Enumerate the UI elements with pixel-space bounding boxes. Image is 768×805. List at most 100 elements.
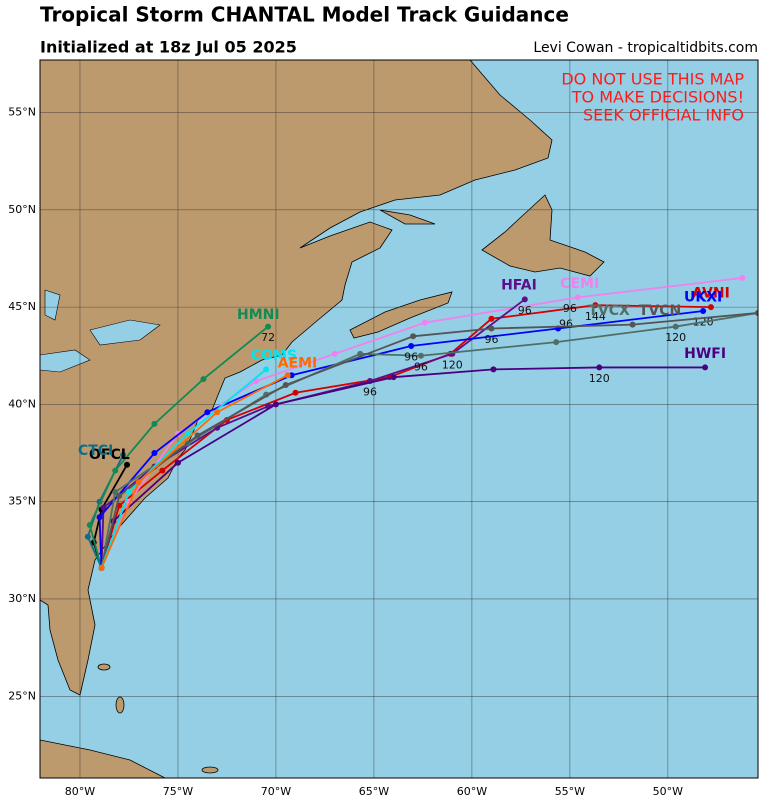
model-label: HMNI xyxy=(237,307,280,323)
track-point xyxy=(100,504,107,511)
track-point xyxy=(120,451,127,458)
lon-tick-label: 60°W xyxy=(457,785,487,798)
track-point xyxy=(408,343,415,350)
forecast-hour: 96 xyxy=(563,302,577,315)
track-point xyxy=(98,564,105,571)
lon-tick-label: 75°W xyxy=(163,785,193,798)
lon-tick-label: 65°W xyxy=(359,785,389,798)
forecast-hour: 96 xyxy=(484,333,498,346)
lat-tick-label: 35°N xyxy=(8,495,36,508)
map-frame xyxy=(39,59,759,779)
track-point xyxy=(596,364,603,371)
track-point xyxy=(135,479,142,486)
subtitle: Initialized at 18z Jul 05 2025 xyxy=(40,38,297,57)
track-point xyxy=(410,333,417,340)
credit: Levi Cowan - tropicaltidbits.com xyxy=(533,40,758,56)
model-label: COMS xyxy=(251,348,297,364)
track-line xyxy=(100,368,267,569)
track-line xyxy=(100,298,526,568)
track-point xyxy=(629,321,636,328)
track-point xyxy=(490,366,497,373)
title: Tropical Storm CHANTAL Model Track Guida… xyxy=(40,3,569,27)
lat-tick-label: 45°N xyxy=(8,300,36,313)
model-label: CEMI xyxy=(560,276,599,292)
track-line xyxy=(88,325,269,569)
track-point xyxy=(739,274,746,281)
model-label: AEMI xyxy=(278,356,318,372)
track-point xyxy=(292,389,299,396)
track-point xyxy=(86,522,93,529)
track-point xyxy=(700,308,707,315)
lon-tick-label: 55°W xyxy=(555,785,585,798)
track-line xyxy=(100,374,289,569)
track-point xyxy=(112,488,119,495)
track-point xyxy=(96,514,103,521)
model-label: HWFI xyxy=(684,346,726,362)
track-point xyxy=(272,401,279,408)
forecast-hour: 120 xyxy=(442,358,463,371)
lat-tick-label: 30°N xyxy=(8,592,36,605)
forecast-hour: 72 xyxy=(261,331,275,344)
lat-tick-label: 40°N xyxy=(8,397,36,410)
track-point xyxy=(124,461,131,468)
model-label: TVCX xyxy=(588,303,630,319)
track-point xyxy=(284,372,291,379)
track-point xyxy=(200,376,207,383)
track-point xyxy=(204,409,211,416)
lat-tick-label: 25°N xyxy=(8,689,36,702)
model-label: UKXI xyxy=(684,289,722,305)
track-point xyxy=(174,459,181,466)
model-label: AVNI xyxy=(692,285,730,301)
track-point xyxy=(331,350,338,357)
model-label: OFCL xyxy=(89,447,130,463)
forecast-hour: 96 xyxy=(363,386,377,399)
warning-line: SEEK OFFICIAL INFO xyxy=(583,106,744,125)
track-point xyxy=(390,374,397,381)
track-point xyxy=(282,381,289,388)
model-label: HFAI xyxy=(501,278,537,294)
warning-line: DO NOT USE THIS MAP xyxy=(561,70,744,89)
forecast-hour: 96 xyxy=(404,351,418,364)
track-point xyxy=(521,296,528,303)
track-point xyxy=(417,352,424,359)
forecast-hour: 96 xyxy=(559,318,573,331)
track-point xyxy=(707,304,714,311)
track-point xyxy=(488,315,495,322)
track-point xyxy=(84,533,91,540)
model-label: TVCN xyxy=(639,303,681,319)
track-point xyxy=(184,430,191,437)
track-point xyxy=(553,339,560,346)
track-line xyxy=(100,304,711,569)
track-point xyxy=(672,323,679,330)
track-point xyxy=(151,450,158,457)
track-point xyxy=(265,323,272,330)
lat-tick-label: 50°N xyxy=(8,203,36,216)
track-point xyxy=(574,294,581,301)
track-line xyxy=(100,277,743,569)
lon-tick-label: 80°W xyxy=(65,785,95,798)
track-point xyxy=(112,467,119,474)
forecast-hour: 96 xyxy=(414,360,428,373)
track-point xyxy=(125,488,132,495)
forecast-hour: 96 xyxy=(518,304,532,317)
model-label: CTCI xyxy=(78,443,113,459)
lon-tick-label: 50°W xyxy=(653,785,683,798)
track-point xyxy=(755,309,758,316)
track-point xyxy=(488,325,495,332)
forecast-hour: 120 xyxy=(589,372,610,385)
track-point xyxy=(194,432,201,439)
track-point xyxy=(263,366,270,373)
track-point xyxy=(214,409,221,416)
land xyxy=(40,60,605,778)
track-point xyxy=(421,319,428,326)
forecast-hour: 144 xyxy=(585,310,606,323)
track-point xyxy=(592,302,599,309)
track-point xyxy=(151,420,158,427)
track-line xyxy=(98,310,704,568)
track-point xyxy=(159,467,166,474)
track-line xyxy=(100,312,758,569)
track-line xyxy=(100,366,706,569)
track-point xyxy=(702,364,709,371)
forecast-hour: 120 xyxy=(665,331,686,344)
